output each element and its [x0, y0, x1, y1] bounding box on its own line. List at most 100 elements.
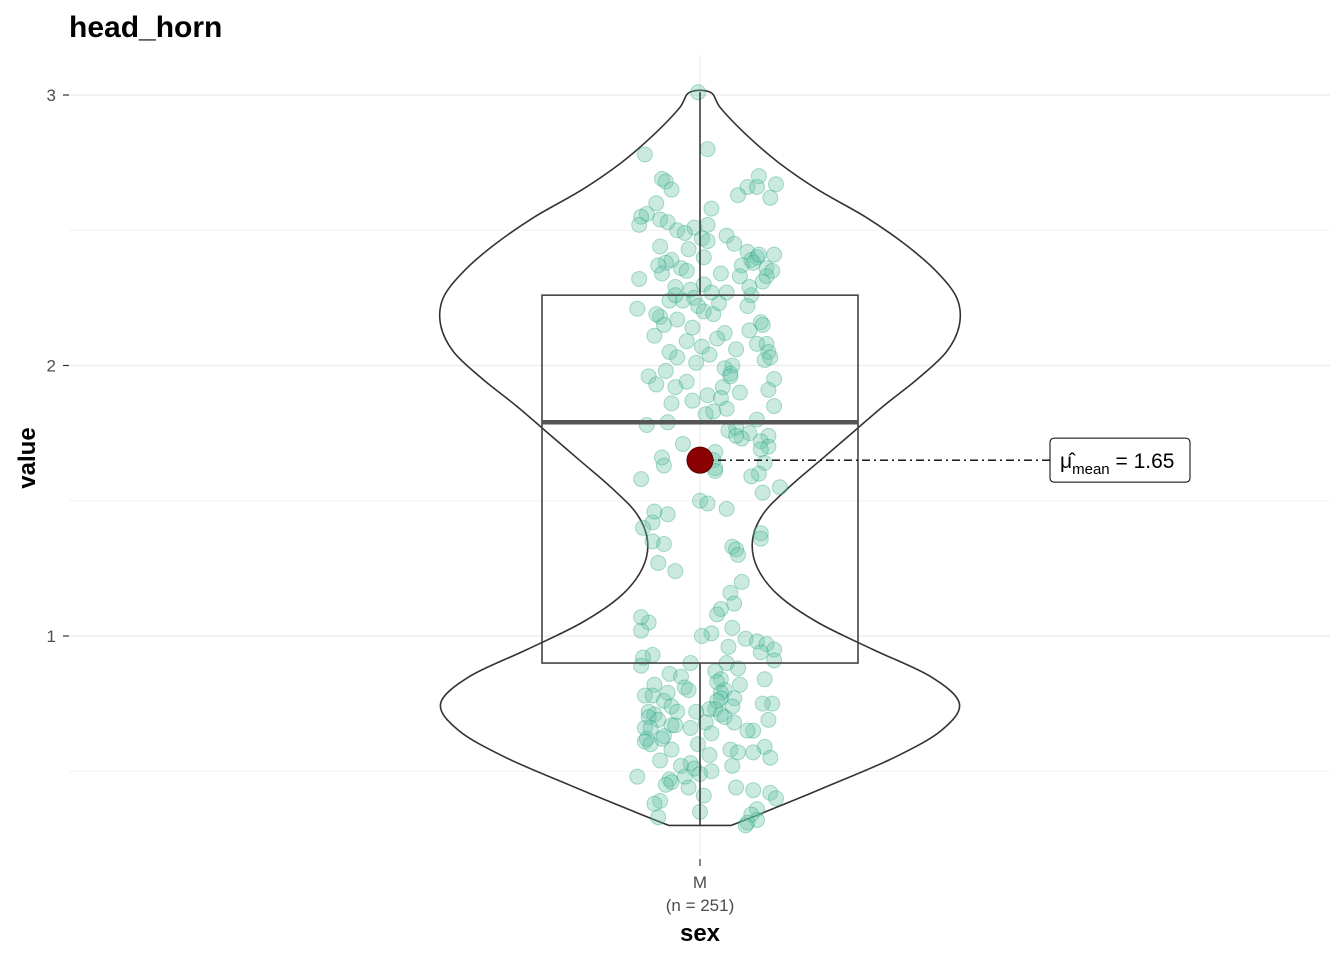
data-point	[745, 782, 762, 799]
data-point	[655, 536, 672, 553]
data-point	[682, 281, 699, 298]
mean-label-box	[1049, 437, 1191, 483]
data-point	[745, 744, 762, 761]
data-point	[695, 249, 712, 266]
data-point	[673, 260, 689, 277]
data-point	[654, 449, 670, 466]
data-point	[728, 341, 745, 358]
data-point	[752, 314, 769, 331]
data-point	[733, 430, 750, 447]
data-point	[640, 709, 657, 726]
data-point	[631, 216, 648, 233]
data-point	[726, 690, 743, 707]
data-point	[733, 257, 750, 274]
data-point	[659, 684, 676, 701]
data-point	[648, 376, 665, 393]
data-point	[766, 398, 783, 415]
y-tick-label: 1	[47, 627, 56, 646]
data-point	[644, 533, 661, 550]
data-point	[741, 279, 758, 296]
data-point	[754, 484, 771, 501]
data-point	[726, 235, 743, 252]
data-point	[678, 333, 695, 350]
data-point	[663, 698, 680, 715]
data-point	[730, 187, 746, 204]
data-point	[718, 400, 735, 417]
data-point	[739, 722, 756, 739]
data-point	[648, 195, 665, 212]
data-point	[654, 170, 670, 187]
data-point	[650, 809, 667, 826]
data-point	[730, 744, 746, 761]
data-point	[749, 335, 765, 352]
data-point	[682, 719, 699, 736]
data-point	[760, 438, 777, 455]
data-point	[709, 673, 726, 690]
data-point	[749, 178, 765, 195]
data-point	[703, 763, 720, 780]
data-point	[739, 243, 756, 260]
data-point	[712, 671, 729, 688]
data-point	[768, 790, 784, 807]
data-point	[659, 506, 676, 523]
data-point	[712, 706, 729, 723]
boxplot	[541, 92, 859, 826]
data-points	[629, 84, 788, 834]
data-point	[655, 728, 672, 745]
data-point	[633, 208, 650, 225]
data-point	[676, 224, 693, 241]
data-point	[686, 760, 703, 777]
data-point	[663, 774, 680, 791]
data-point	[718, 284, 735, 301]
y-axis-title: value	[14, 427, 41, 488]
data-point	[756, 671, 773, 688]
data-point	[750, 168, 767, 185]
data-point	[693, 338, 710, 355]
data-point	[638, 730, 655, 747]
data-point	[760, 711, 777, 728]
data-point	[659, 214, 676, 231]
data-point	[766, 246, 783, 263]
data-point	[640, 703, 657, 720]
data-point	[756, 352, 773, 369]
data-point	[749, 801, 765, 818]
data-point	[722, 368, 739, 385]
data-point	[646, 676, 663, 693]
data-point	[714, 379, 731, 396]
data-point	[707, 701, 724, 718]
data-point	[701, 701, 718, 718]
data-point	[758, 636, 775, 653]
mean-point	[686, 446, 714, 474]
data-point	[657, 776, 674, 793]
data-point	[758, 260, 775, 277]
data-point	[631, 270, 648, 287]
data-point	[678, 262, 695, 279]
data-point	[739, 297, 756, 314]
data-point	[695, 787, 712, 804]
data-point	[737, 630, 754, 647]
data-point	[749, 249, 765, 266]
data-point	[754, 273, 771, 290]
y-tick-label: 2	[47, 357, 56, 376]
data-point	[655, 692, 672, 709]
data-point	[657, 173, 674, 190]
data-point	[716, 325, 733, 342]
data-point	[754, 316, 771, 333]
data-point	[771, 479, 788, 496]
data-point	[633, 657, 650, 674]
data-point	[724, 757, 741, 774]
data-point	[654, 730, 670, 747]
data-point	[730, 546, 746, 563]
data-point	[676, 679, 693, 696]
data-point	[646, 327, 663, 344]
data-point	[667, 717, 684, 734]
data-point	[749, 411, 765, 428]
data-point	[743, 252, 760, 269]
data-point	[724, 619, 741, 636]
data-point	[724, 357, 741, 374]
data-point	[693, 628, 710, 644]
data-point	[703, 725, 720, 742]
data-point	[633, 609, 650, 626]
data-point	[703, 200, 720, 217]
data-point	[646, 706, 663, 723]
